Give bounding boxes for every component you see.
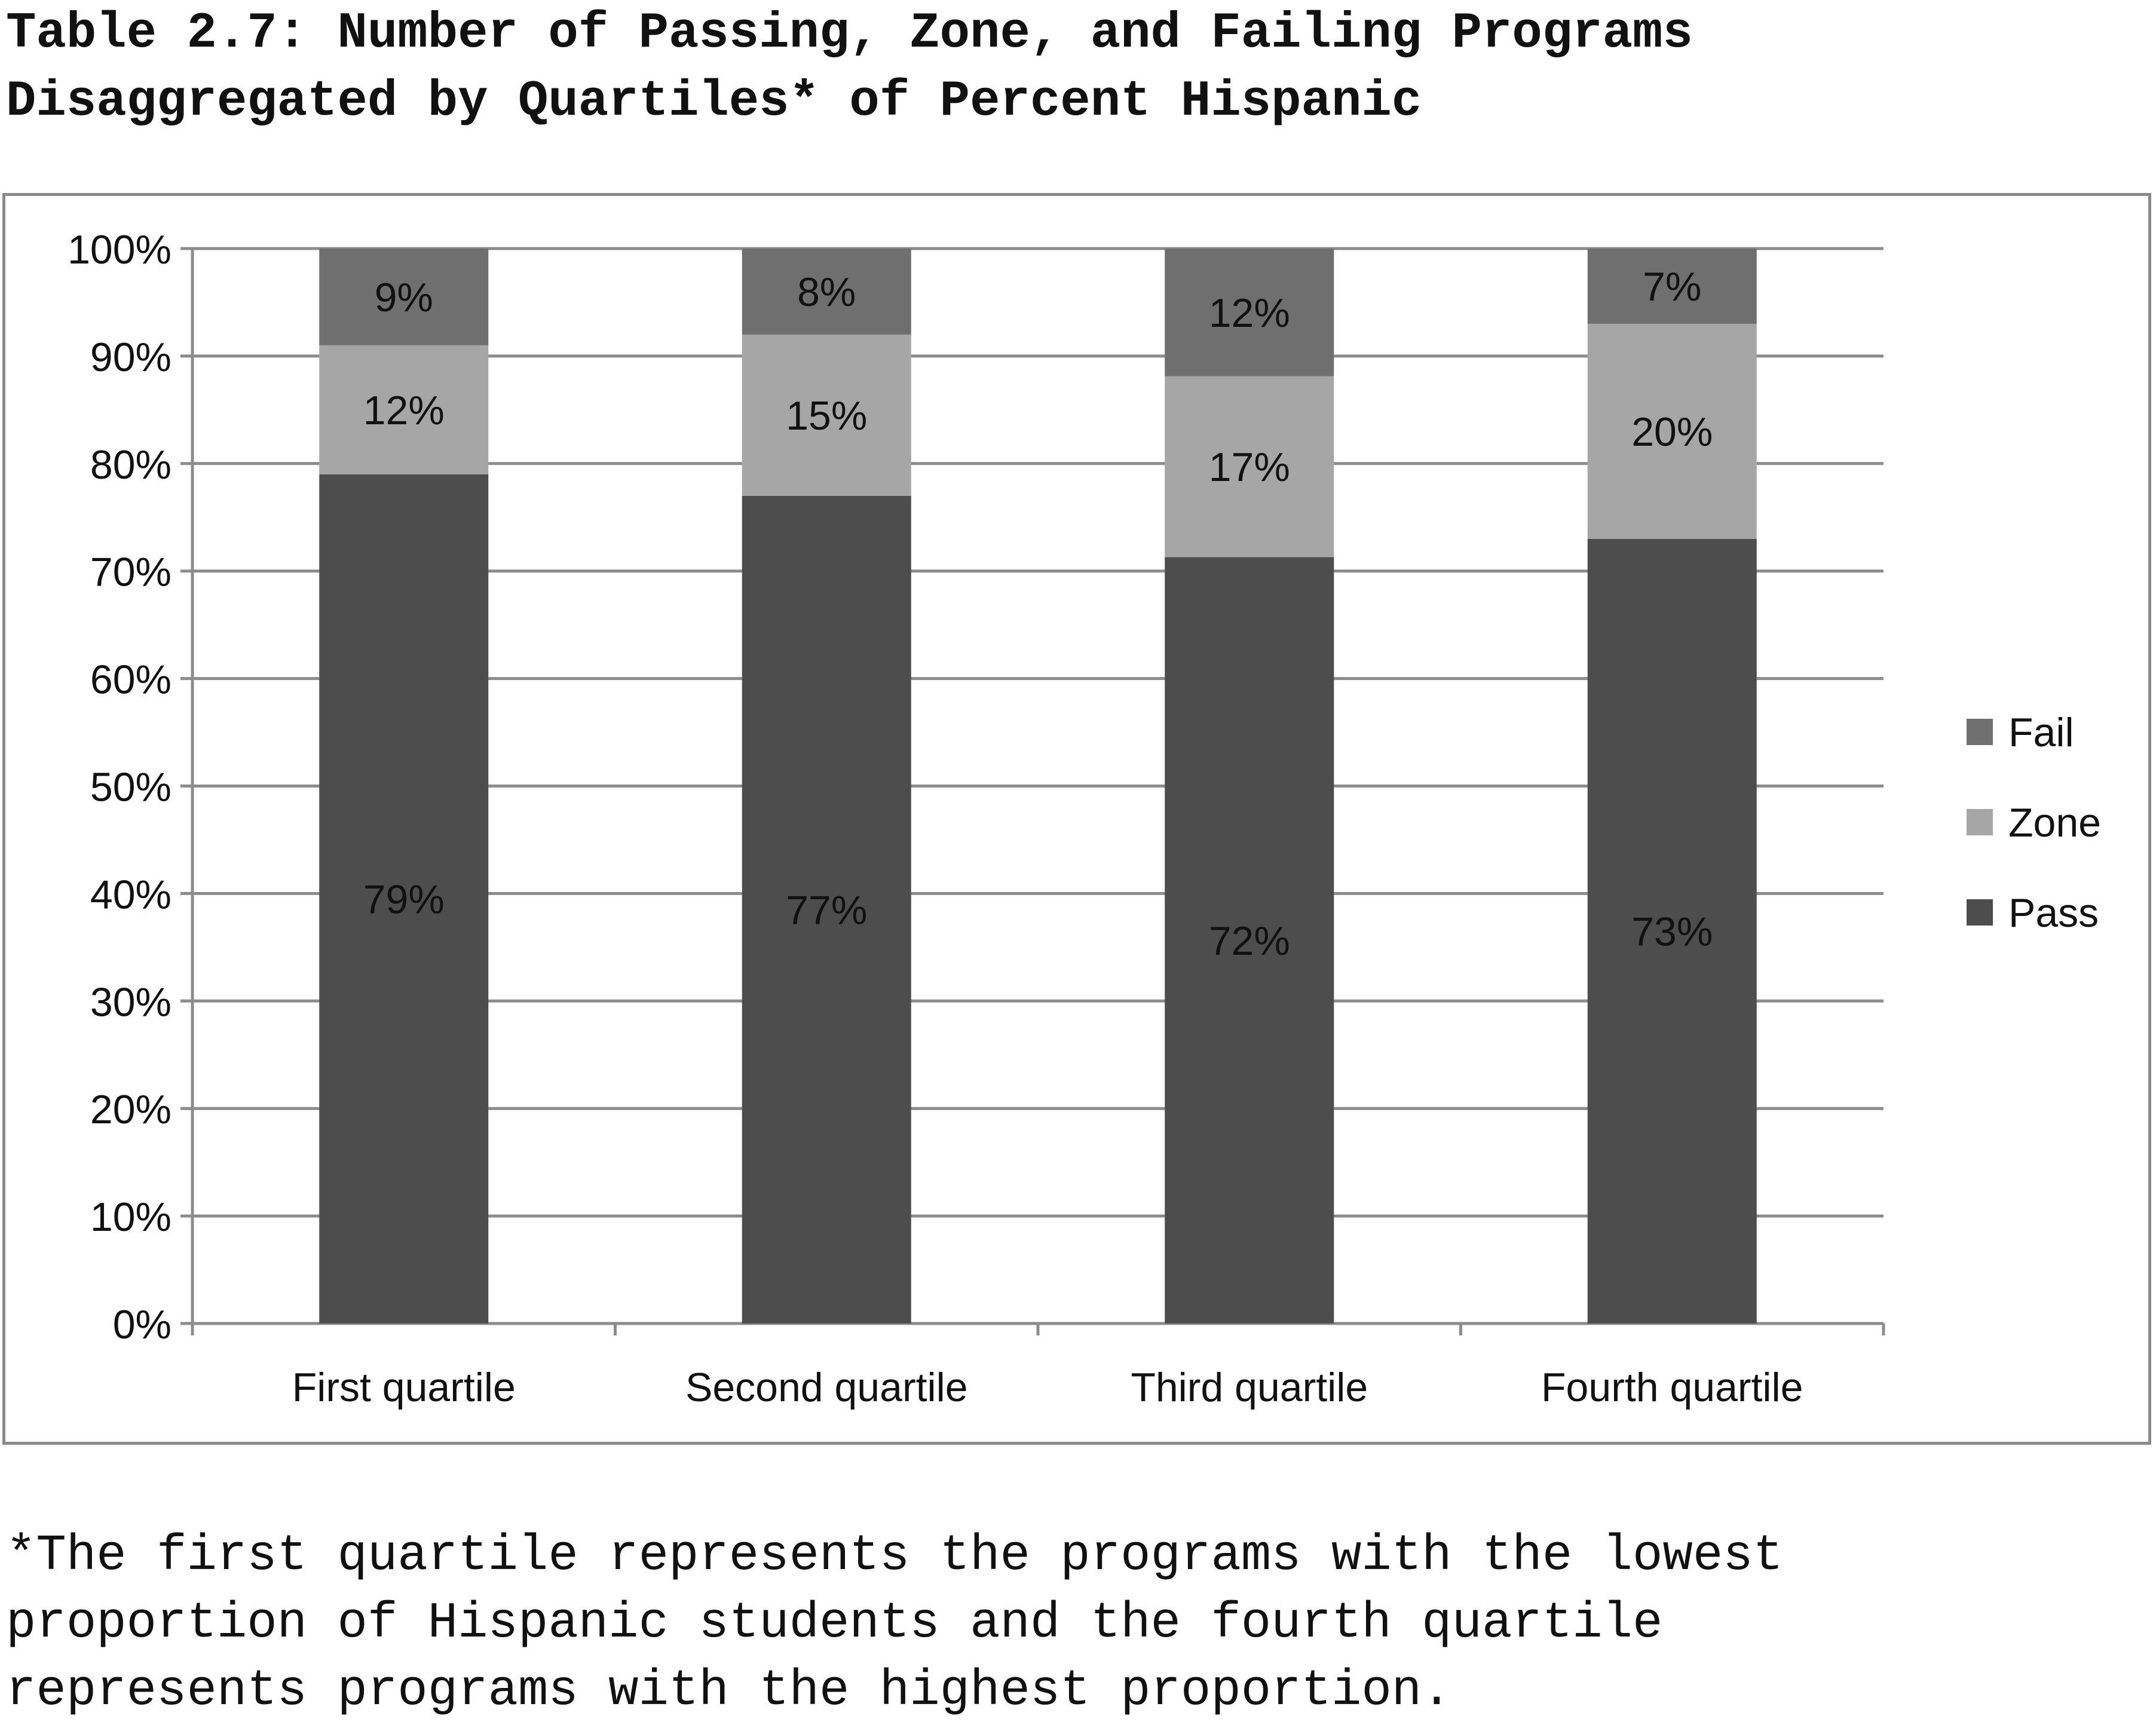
x-tick-label: First quartile (292, 1365, 516, 1410)
y-tick-label: 60% (90, 657, 172, 703)
data-label: 9% (375, 275, 433, 320)
x-tick-label: Third quartile (1131, 1365, 1368, 1410)
bar-segment-fail (742, 249, 911, 335)
y-tick-label: 10% (90, 1194, 172, 1240)
chart-title-line-1: Table 2.7: Number of Passing, Zone, and … (6, 5, 1693, 62)
bar-segment-fail (1165, 249, 1334, 376)
y-tick-label: 0% (113, 1302, 172, 1347)
footnote-line-3: represents programs with the highest pro… (6, 1663, 1452, 1720)
y-tick-label: 20% (90, 1087, 172, 1132)
chart-area: 0% 10% 20% 30% 40% 50% 60% 70% 80% 90% 100% 79% 12% 9… (2, 193, 2151, 1445)
legend-label-zone: Zone (2008, 800, 2101, 845)
bar-segment-pass (1165, 557, 1334, 1323)
data-label: 77% (786, 887, 867, 933)
data-label: 20% (1631, 409, 1713, 455)
legend-swatch-fail (1967, 719, 1993, 745)
footnote-line-2: proportion of Hispanic students and the … (6, 1595, 1663, 1652)
bar-segment-zone (742, 334, 911, 496)
y-tick-label: 70% (90, 550, 172, 595)
legend-label-fail: Fail (2008, 710, 2074, 755)
footnote: *The first quartile represents the progr… (6, 1522, 2145, 1725)
bar-segment-fail (1587, 249, 1757, 324)
legend-swatch-zone (1967, 809, 1993, 835)
data-label: 17% (1209, 445, 1290, 490)
bar-segment-fail (319, 249, 489, 345)
legend-label-pass: Pass (2008, 890, 2099, 936)
y-tick-label: 30% (90, 979, 172, 1025)
x-tick-label: Second quartile (685, 1365, 968, 1410)
data-label: 72% (1209, 918, 1290, 964)
bar-segment-zone (1587, 323, 1757, 539)
bar-segment-pass (1587, 538, 1757, 1323)
data-label: 73% (1631, 909, 1713, 954)
bar-segment-pass (319, 474, 489, 1323)
data-label: 12% (1209, 290, 1290, 336)
chart-title: Table 2.7: Number of Passing, Zone, and … (6, 0, 2145, 136)
stacked-bar-chart: 0% 10% 20% 30% 40% 50% 60% 70% 80% 90% 100% 79% 12% 9… (68, 227, 2101, 1410)
data-label: 7% (1643, 264, 1701, 310)
y-tick-label: 50% (90, 765, 172, 810)
data-label: 79% (363, 877, 445, 922)
bar-segment-zone (319, 345, 489, 474)
legend-swatch-pass (1967, 899, 1993, 926)
y-tick-label: 80% (90, 442, 172, 488)
data-label: 12% (363, 388, 445, 433)
data-label: 15% (786, 393, 867, 439)
chart-title-line-2: Disaggregated by Quartiles* of Percent H… (6, 73, 1422, 130)
y-tick-label: 100% (68, 227, 172, 272)
y-tick-label: 90% (90, 335, 172, 380)
bar-segment-pass (742, 495, 911, 1323)
x-tick-label: Fourth quartile (1541, 1365, 1803, 1410)
data-label: 8% (797, 269, 856, 315)
footnote-line-1: *The first quartile represents the progr… (6, 1528, 1784, 1585)
y-tick-label: 40% (90, 872, 172, 917)
bar-segment-zone (1165, 376, 1334, 557)
